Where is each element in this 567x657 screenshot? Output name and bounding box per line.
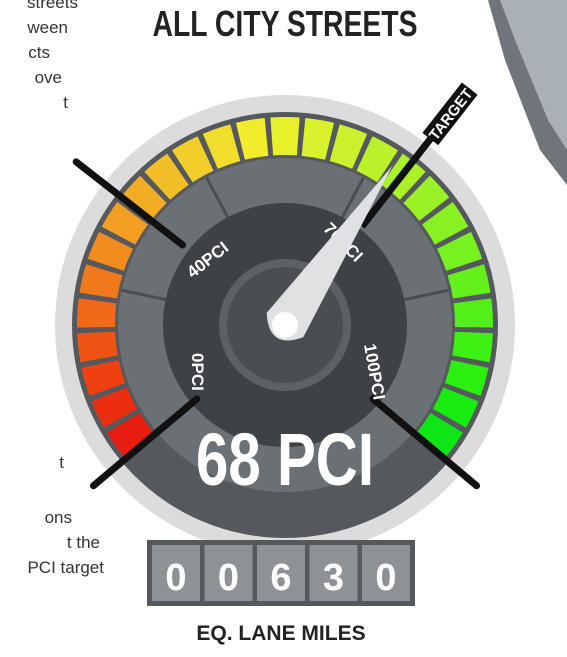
target-label: TARGET (426, 86, 477, 144)
infographic: ALL CITY STREETS streetsweenctsovettonst… (0, 0, 567, 657)
side-text: PCI target (27, 558, 104, 577)
side-text: t (59, 453, 64, 472)
odometer-digit: 6 (270, 557, 291, 599)
side-text: streets (27, 0, 78, 12)
gauge-segment (270, 117, 299, 155)
value: 68 PCI (196, 418, 374, 501)
side-text: ove (35, 68, 62, 87)
side-text: cts (28, 43, 50, 62)
odometer-digit: 0 (218, 557, 239, 599)
side-text: t the (67, 533, 100, 552)
side-text: ween (26, 18, 68, 37)
odometer-digit: 3 (323, 557, 344, 599)
side-text: ons (45, 508, 72, 527)
title: ALL CITY STREETS (153, 3, 418, 44)
gauge-segment (454, 298, 493, 327)
odometer-digit: 0 (375, 557, 396, 599)
gauge-segment (77, 298, 116, 327)
odometer-caption: EQ. LANE MILES (196, 622, 365, 645)
gauge-graphic: ALL CITY STREETS streetsweenctsovettonst… (0, 0, 567, 657)
odometer-digit: 0 (165, 557, 186, 599)
pci-label: 0PCI (188, 353, 207, 391)
side-text: t (63, 93, 68, 112)
hub (272, 312, 298, 338)
